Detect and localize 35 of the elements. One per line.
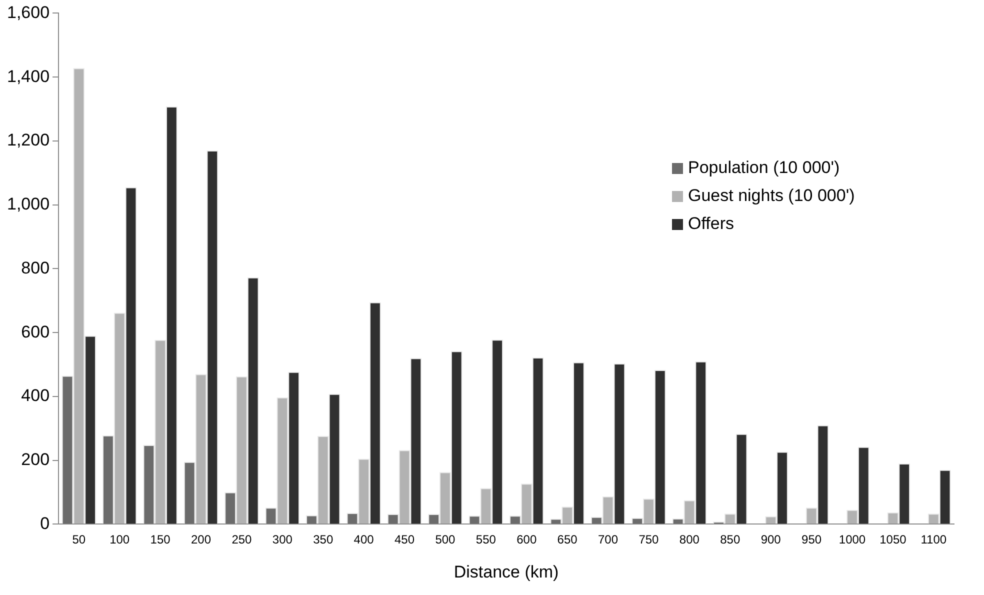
- x-tick-label: 200: [190, 532, 212, 547]
- x-tick-label: 900: [760, 532, 782, 547]
- x-tick-label: 950: [802, 532, 822, 547]
- x-tick-label: 350: [313, 532, 334, 547]
- y-tick-label: 200: [21, 450, 50, 470]
- y-tick-label: 1,000: [6, 194, 50, 214]
- x-tick-label: 750: [638, 532, 660, 547]
- x-tick-label: 50: [72, 532, 86, 547]
- legend-label: Offers: [688, 214, 734, 234]
- x-tick-label: 650: [557, 532, 578, 547]
- y-tick-label: 0: [40, 514, 50, 533]
- legend-label: Guest nights (10 000'): [688, 186, 855, 206]
- x-tick-label: 450: [394, 532, 415, 547]
- x-tick-label: 600: [516, 532, 537, 547]
- x-tick-label: 800: [679, 532, 700, 547]
- x-tick-label: 1100: [920, 532, 947, 547]
- y-tick-label: 400: [21, 386, 50, 406]
- x-tick-label: 850: [720, 532, 740, 547]
- x-tick-label: 500: [435, 532, 456, 547]
- y-tick-label: 1,600: [6, 2, 50, 22]
- x-axis-title: Distance (km): [454, 562, 559, 582]
- x-tick-label: 550: [476, 532, 496, 547]
- legend-label: Population (10 000'): [688, 158, 840, 178]
- x-tick-label: 700: [598, 532, 618, 547]
- x-tick-label: 1050: [880, 532, 907, 547]
- y-tick-label: 800: [21, 258, 50, 278]
- y-tick-label: 1,200: [6, 130, 50, 150]
- y-tick-label: 1,400: [6, 66, 50, 86]
- x-tick-label: 300: [272, 532, 293, 547]
- x-tick-label: 250: [232, 532, 252, 547]
- x-tick-label: 1000: [838, 532, 866, 547]
- x-tick-label: 400: [354, 532, 374, 547]
- x-tick-label: 100: [110, 532, 130, 547]
- y-tick-label: 600: [21, 322, 50, 342]
- x-tick-label: 150: [150, 532, 171, 547]
